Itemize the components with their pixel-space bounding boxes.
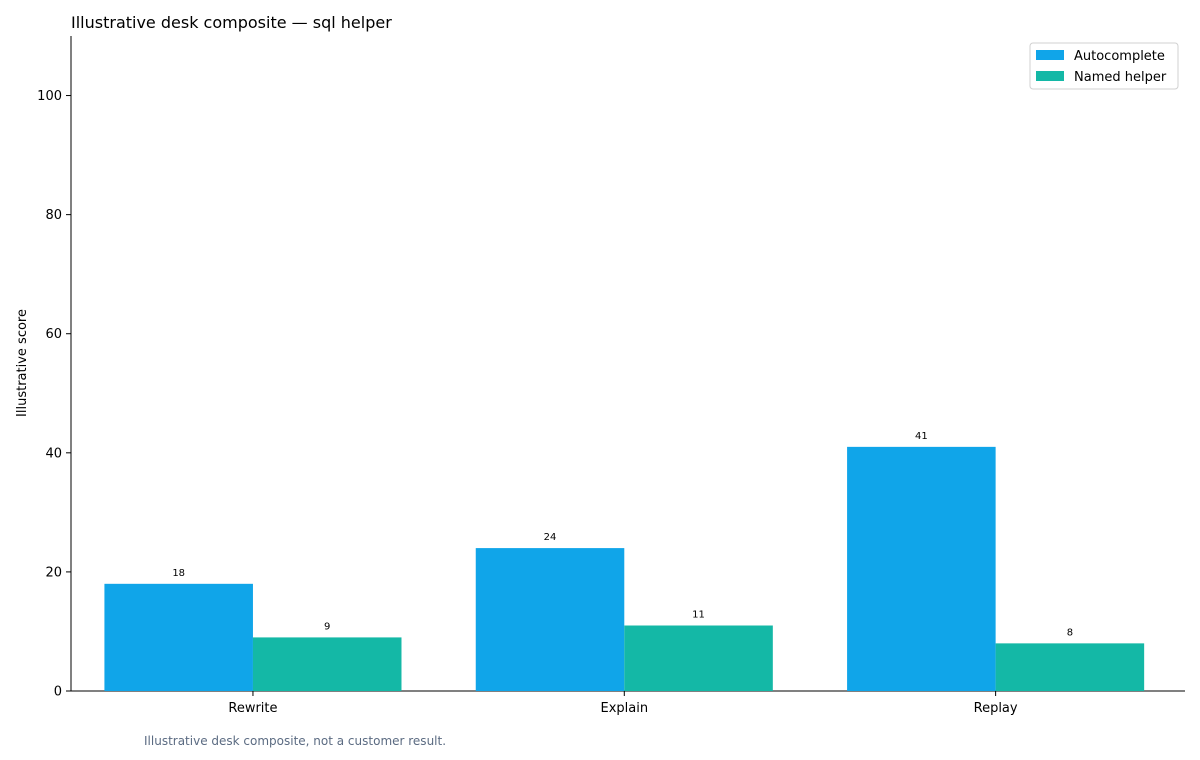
- legend-label-named-helper: Named helper: [1074, 70, 1167, 85]
- legend-label-autocomplete: Autocomplete: [1074, 49, 1165, 64]
- y-tick-label: 40: [45, 446, 62, 461]
- y-tick-label: 20: [45, 565, 62, 580]
- data-label: 41: [915, 431, 928, 442]
- bar-named-helper-rewrite: [252, 637, 402, 691]
- bars: [104, 446, 1145, 691]
- legend: Autocomplete Named helper: [1029, 42, 1179, 90]
- legend-swatch-autocomplete: [1036, 50, 1064, 60]
- bar-autocomplete-rewrite: [104, 583, 253, 691]
- data-label: 24: [544, 532, 557, 543]
- bar-named-helper-replay: [995, 643, 1145, 691]
- footnote: Illustrative desk composite, not a custo…: [144, 734, 446, 748]
- y-axis-label: Illustrative score: [15, 309, 30, 417]
- y-tick-label: 0: [54, 685, 62, 700]
- x-tick-label-replay: Replay: [974, 701, 1018, 716]
- y-tick-label: 60: [45, 327, 62, 342]
- x-tick-label-explain: Explain: [600, 701, 648, 716]
- y-tick-label: 100: [37, 89, 62, 104]
- data-label: 9: [324, 621, 330, 632]
- x-tick-label-rewrite: Rewrite: [228, 701, 277, 716]
- chart-title: Illustrative desk composite — sql helper: [71, 13, 392, 32]
- bar-named-helper-explain: [624, 625, 773, 691]
- data-label: 18: [172, 568, 185, 579]
- legend-box: [1029, 42, 1179, 90]
- y-tick-label: 80: [45, 208, 62, 223]
- bar-autocomplete-replay: [847, 446, 996, 691]
- bar-autocomplete-explain: [475, 548, 625, 691]
- legend-swatch-named-helper: [1036, 71, 1064, 81]
- data-label: 11: [692, 610, 705, 621]
- data-label: 8: [1067, 627, 1073, 638]
- data-labels: 18 9 24 11 41 8: [172, 431, 1073, 639]
